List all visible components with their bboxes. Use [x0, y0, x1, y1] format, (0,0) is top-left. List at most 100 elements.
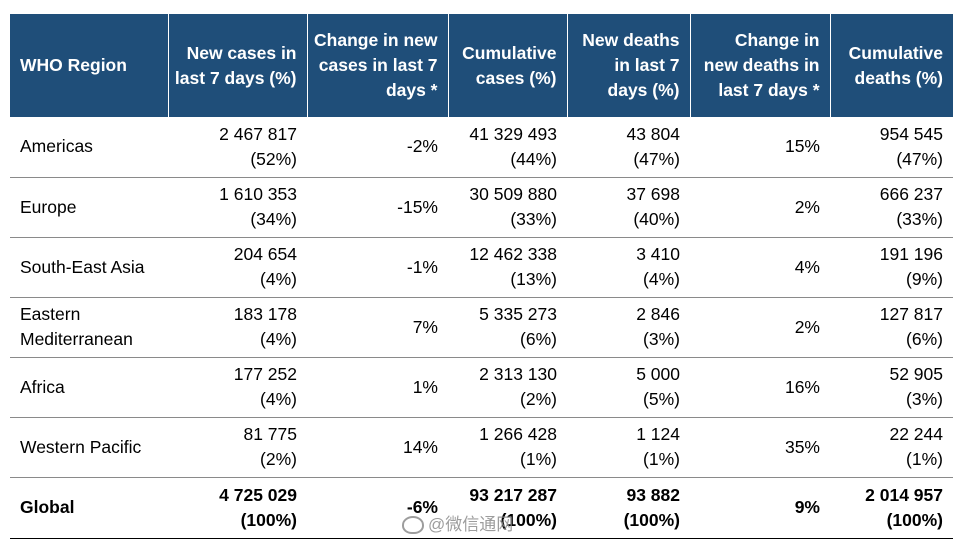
who-region-table: WHO Region New cases in last 7 days (%) … — [10, 14, 953, 539]
new-deaths-cell: 37 698 (40%) — [567, 177, 690, 237]
new-cases-value: 1 610 353 — [219, 184, 297, 204]
new-deaths-percent: (40%) — [633, 209, 680, 229]
region-cell: Western Pacific — [20, 436, 142, 457]
change-deaths-cell: 15% — [784, 136, 820, 157]
new-cases-value: 204 654 — [233, 244, 297, 264]
new-deaths-cell: 5 000 (5%) — [567, 357, 690, 417]
header-change-cases: Change in new cases in last 7 days * — [307, 14, 449, 117]
header-change-deaths: Change in new deaths in last 7 days * — [690, 14, 831, 117]
cumulative-deaths-cell: 191 196 (9%) — [830, 237, 953, 297]
cumulative-cases-percent: (1%) — [520, 449, 557, 469]
cumulative-deaths-value: 2 014 957 — [865, 484, 943, 505]
cumulative-cases-cell: 93 217 287 (100%) — [448, 477, 567, 538]
change-cases-cell: -6% — [406, 497, 438, 517]
cumulative-deaths-cell: 666 237 (33%) — [830, 177, 953, 237]
watermark: @微信通网 — [402, 512, 582, 538]
change-cases-cell: -1% — [406, 256, 438, 277]
cumulative-deaths-cell: 127 817 (6%) — [830, 297, 953, 357]
cumulative-cases-percent: (2%) — [520, 389, 557, 409]
header-row: WHO Region New cases in last 7 days (%) … — [10, 14, 953, 117]
region-cell: Africa — [20, 376, 65, 397]
cumulative-deaths-percent: (33%) — [896, 209, 943, 229]
region-cell: Europe — [20, 196, 77, 217]
cumulative-deaths-cell: 52 905 (3%) — [830, 357, 953, 417]
cumulative-deaths-percent: (100%) — [886, 509, 943, 530]
cumulative-deaths-percent: (47%) — [896, 148, 943, 169]
new-cases-cell: 177 252 (4%) — [168, 357, 307, 417]
new-cases-cell: 4 725 029 (100%) — [168, 477, 307, 538]
weibo-logo-icon — [402, 516, 424, 534]
table-row: Europe 1 610 353 (34%) -15% 30 509 880 (33… — [10, 177, 953, 237]
change-cases-cell: 1% — [412, 376, 438, 397]
new-cases-cell: 1 610 353 (34%) — [168, 177, 307, 237]
header-region: WHO Region — [10, 14, 169, 117]
watermark-text: @微信通网 — [428, 515, 514, 534]
cumulative-cases-cell: 1 266 428 (1%) — [448, 417, 567, 477]
change-cases-cell: 14% — [402, 436, 438, 457]
cumulative-deaths-percent: (9%) — [906, 269, 943, 289]
new-deaths-percent: (1%) — [643, 449, 680, 469]
new-cases-cell: 2 467 817 (52%) — [168, 117, 307, 177]
table-row: Eastern Mediterranean 183 178 (4%) 7% 5 3… — [10, 297, 953, 357]
cumulative-cases-value: 5 335 273 — [479, 304, 557, 324]
cumulative-deaths-value: 52 905 — [889, 364, 943, 384]
new-deaths-percent: (4%) — [643, 269, 680, 289]
new-deaths-percent: (47%) — [633, 148, 680, 169]
table-row: Americas 2 467 817 (52%) -2% 41 329 493 (4… — [10, 117, 953, 177]
new-cases-percent: (2%) — [260, 449, 297, 469]
new-cases-cell: 183 178 (4%) — [168, 297, 307, 357]
cumulative-deaths-percent: (6%) — [906, 329, 943, 349]
new-deaths-percent: (5%) — [643, 389, 680, 409]
cumulative-deaths-cell: 22 244 (1%) — [830, 417, 953, 477]
cumulative-deaths-percent: (3%) — [906, 389, 943, 409]
new-cases-value: 81 775 — [243, 424, 297, 444]
new-cases-cell: 204 654 (4%) — [168, 237, 307, 297]
change-cases-cell: -15% — [397, 196, 438, 217]
new-deaths-value: 5 000 — [636, 364, 680, 384]
change-deaths-cell: 9% — [794, 497, 820, 517]
change-cases-cell: 7% — [412, 316, 438, 337]
new-cases-value: 183 178 — [233, 304, 297, 324]
new-cases-value: 2 467 817 — [219, 123, 297, 144]
cumulative-cases-percent: (13%) — [510, 269, 557, 289]
cumulative-cases-value: 12 462 338 — [469, 244, 557, 264]
new-deaths-cell: 1 124 (1%) — [567, 417, 690, 477]
table-row: Western Pacific 81 775 (2%) 14% 1 266 428… — [10, 417, 953, 477]
cumulative-deaths-value: 666 237 — [879, 184, 943, 204]
new-cases-percent: (4%) — [260, 329, 297, 349]
header-cumulative-deaths: Cumulative deaths (%) — [830, 14, 953, 117]
new-cases-cell: 81 775 (2%) — [168, 417, 307, 477]
new-deaths-cell: 3 410 (4%) — [567, 237, 690, 297]
new-deaths-cell: 43 804 (47%) — [567, 117, 690, 177]
cumulative-deaths-value: 191 196 — [879, 244, 943, 264]
table-header: WHO Region New cases in last 7 days (%) … — [10, 14, 953, 117]
table-body: Americas 2 467 817 (52%) -2% 41 329 493 (4… — [10, 117, 953, 538]
new-cases-percent: (100%) — [240, 509, 297, 530]
cumulative-cases-cell: 5 335 273 (6%) — [448, 297, 567, 357]
cumulative-cases-cell: 30 509 880 (33%) — [448, 177, 567, 237]
cumulative-deaths-cell: 2 014 957 (100%) — [830, 477, 953, 538]
new-deaths-cell: 93 882 (100%) — [567, 477, 690, 538]
cumulative-cases-value: 1 266 428 — [479, 424, 557, 444]
new-deaths-percent: (3%) — [643, 329, 680, 349]
new-cases-value: 4 725 029 — [219, 484, 297, 505]
global-total-row: Global 4 725 029 (100%) -6% 93 217 287 (10… — [10, 477, 953, 538]
new-deaths-percent: (100%) — [623, 509, 680, 530]
change-deaths-cell: 35% — [784, 436, 820, 457]
cumulative-cases-value: 41 329 493 — [469, 123, 557, 144]
new-deaths-value: 93 882 — [626, 484, 680, 505]
new-deaths-value: 43 804 — [626, 123, 680, 144]
new-cases-percent: (4%) — [260, 389, 297, 409]
new-cases-value: 177 252 — [233, 364, 297, 384]
header-new-deaths: New deaths in last 7 days (%) — [567, 14, 691, 117]
cumulative-cases-cell: 12 462 338 (13%) — [448, 237, 567, 297]
header-cumulative-cases: Cumulative cases (%) — [448, 14, 568, 117]
new-cases-percent: (52%) — [250, 148, 297, 169]
new-deaths-cell: 2 846 (3%) — [567, 297, 690, 357]
region-cell: Global — [20, 497, 75, 517]
change-cases-cell: -2% — [406, 136, 438, 157]
cumulative-cases-percent: (33%) — [510, 209, 557, 229]
cumulative-deaths-percent: (1%) — [906, 449, 943, 469]
change-deaths-cell: 16% — [784, 376, 820, 397]
cumulative-deaths-cell: 954 545 (47%) — [830, 117, 953, 177]
